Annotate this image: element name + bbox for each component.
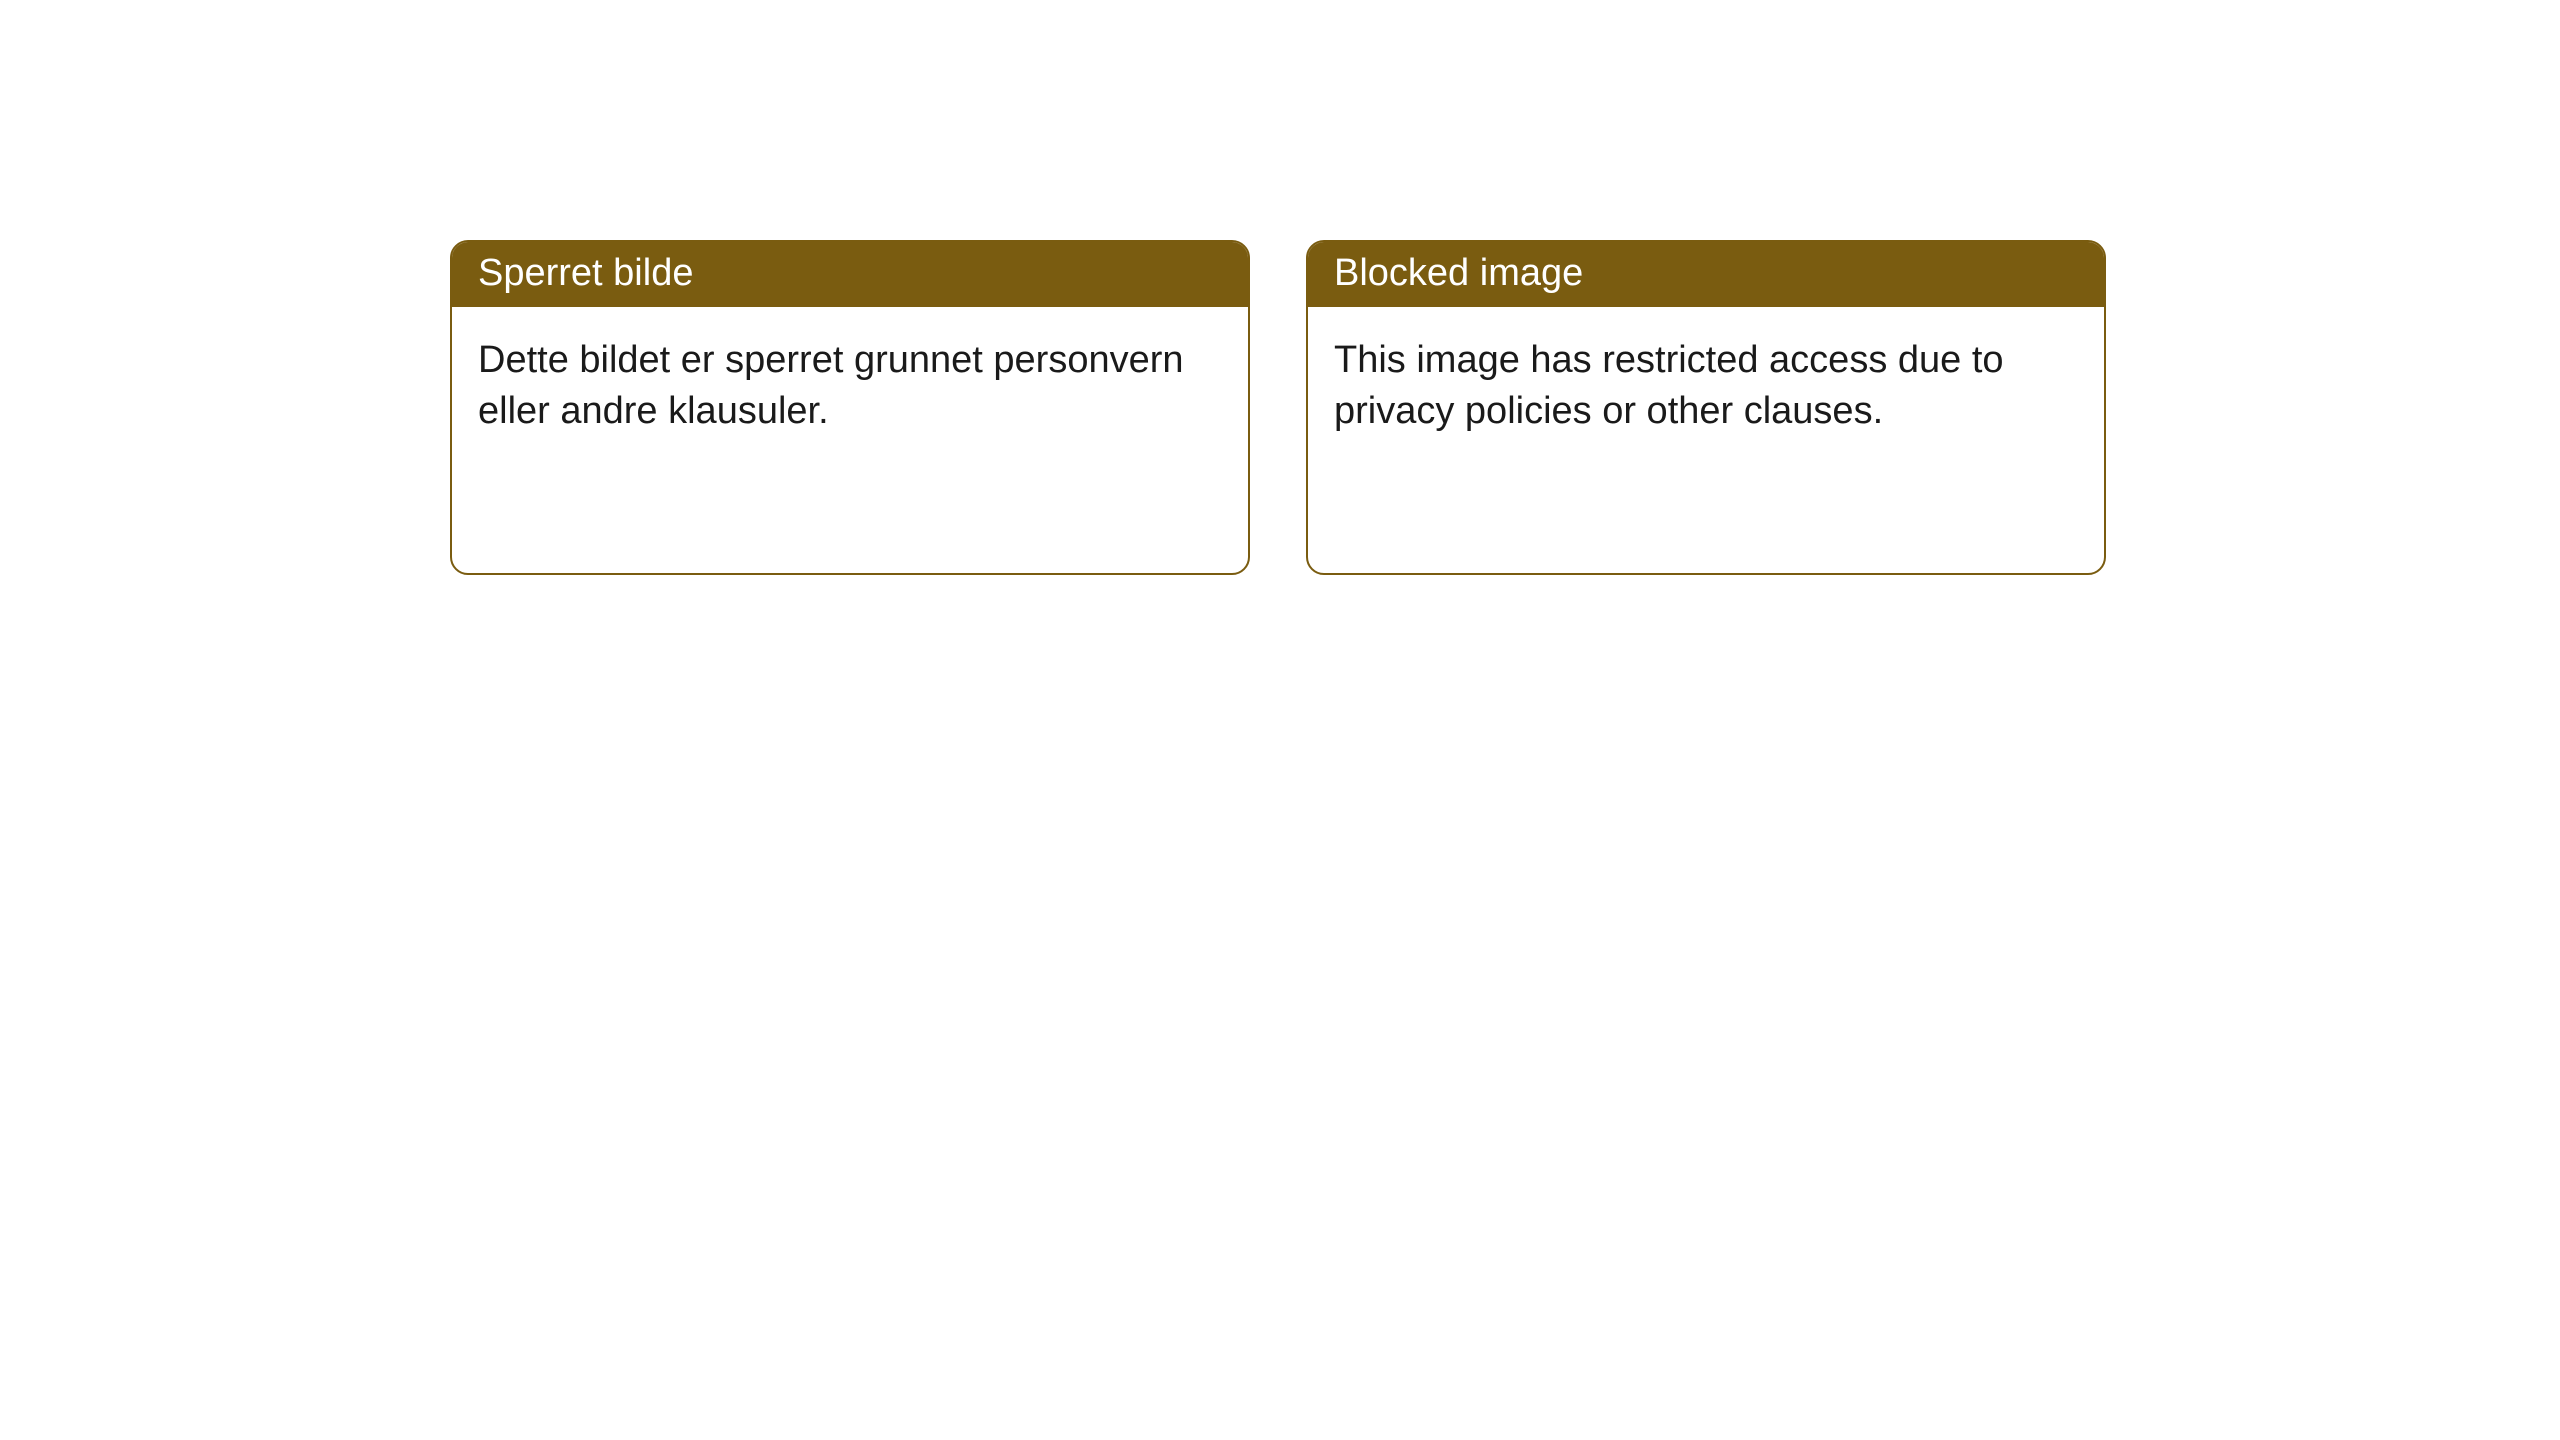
- notice-container: Sperret bilde Dette bildet er sperret gr…: [0, 0, 2560, 575]
- notice-header: Blocked image: [1308, 242, 2104, 307]
- notice-title: Blocked image: [1334, 252, 1583, 294]
- notice-title: Sperret bilde: [478, 252, 693, 294]
- notice-body-text: This image has restricted access due to …: [1334, 339, 2004, 432]
- notice-header: Sperret bilde: [452, 242, 1248, 307]
- notice-body-text: Dette bildet er sperret grunnet personve…: [478, 339, 1184, 432]
- notice-card-english: Blocked image This image has restricted …: [1306, 240, 2106, 575]
- notice-body: This image has restricted access due to …: [1308, 307, 2104, 466]
- notice-card-norwegian: Sperret bilde Dette bildet er sperret gr…: [450, 240, 1250, 575]
- notice-body: Dette bildet er sperret grunnet personve…: [452, 307, 1248, 466]
